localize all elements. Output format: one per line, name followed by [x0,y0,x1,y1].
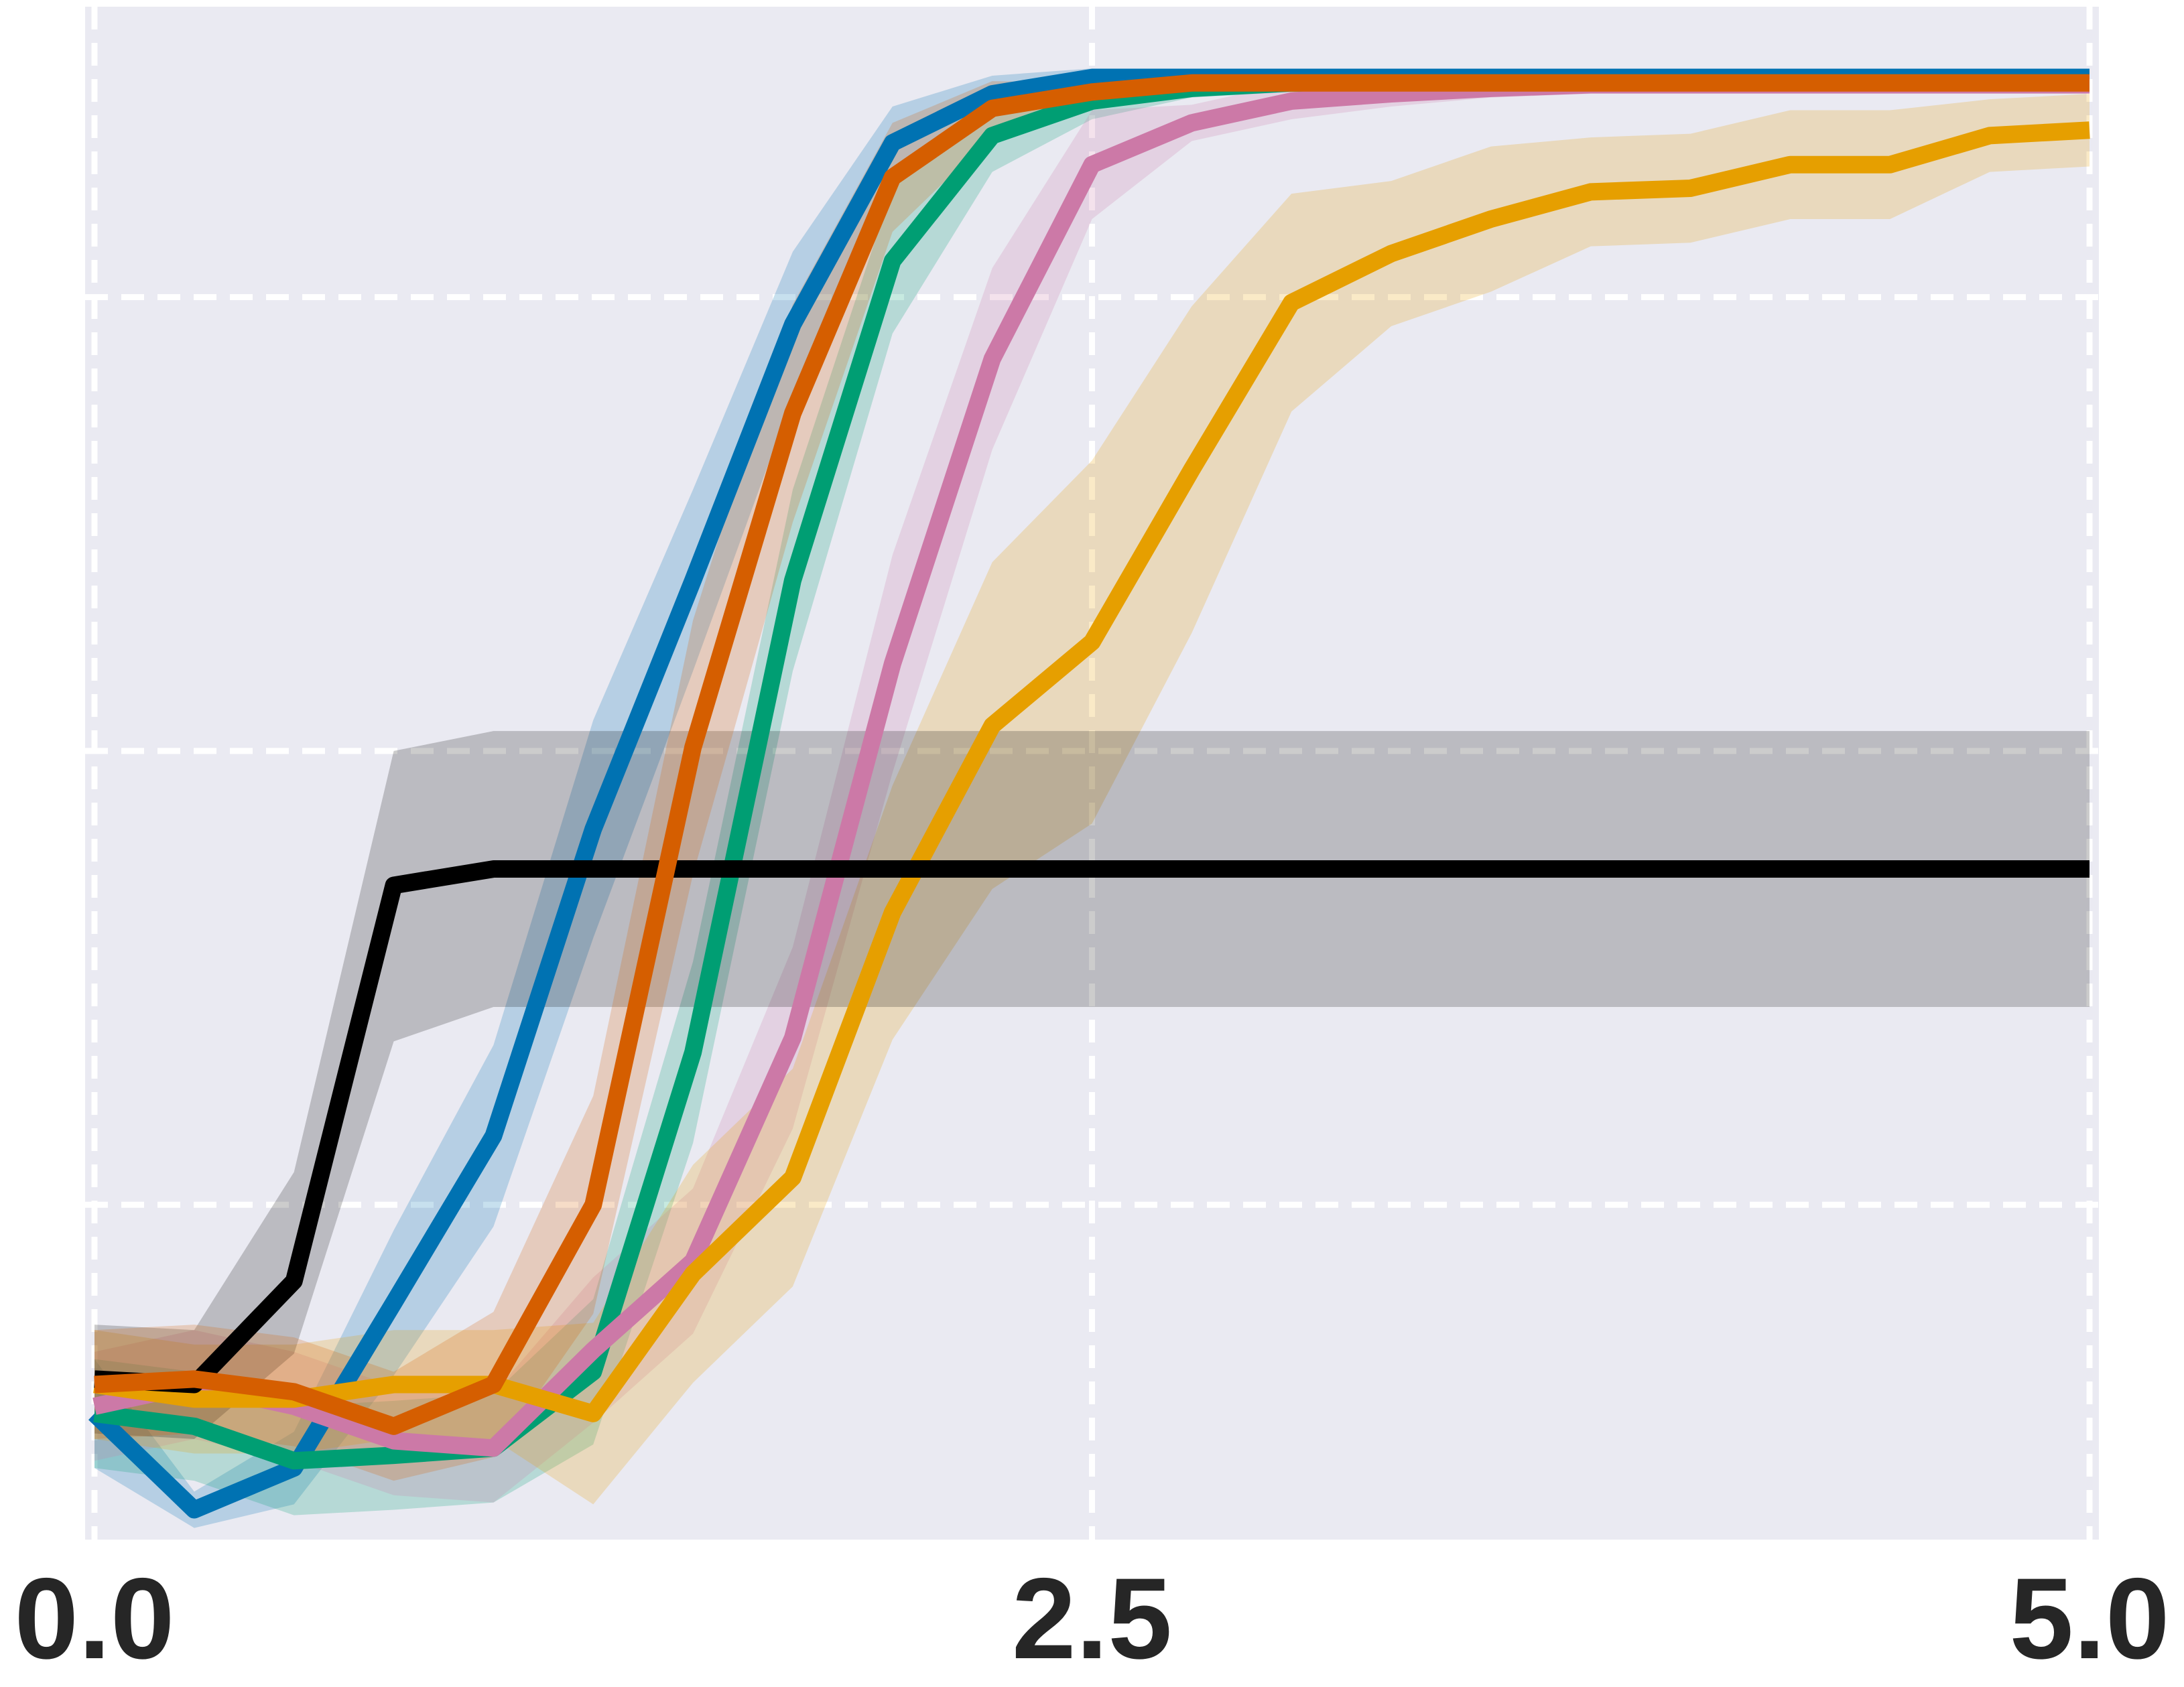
x-tick-label: 5.0 [2009,1554,2169,1683]
line [93,121,2090,1422]
confidence-band [94,731,2090,1439]
confidence-band [94,74,2090,1481]
confidence-band [94,94,2090,1505]
confidence-band [94,75,2090,1503]
line [94,860,2090,1394]
x-tick-label: 2.5 [1012,1554,1172,1683]
x-tick-label: 0.0 [14,1554,174,1683]
line [94,74,2090,1435]
